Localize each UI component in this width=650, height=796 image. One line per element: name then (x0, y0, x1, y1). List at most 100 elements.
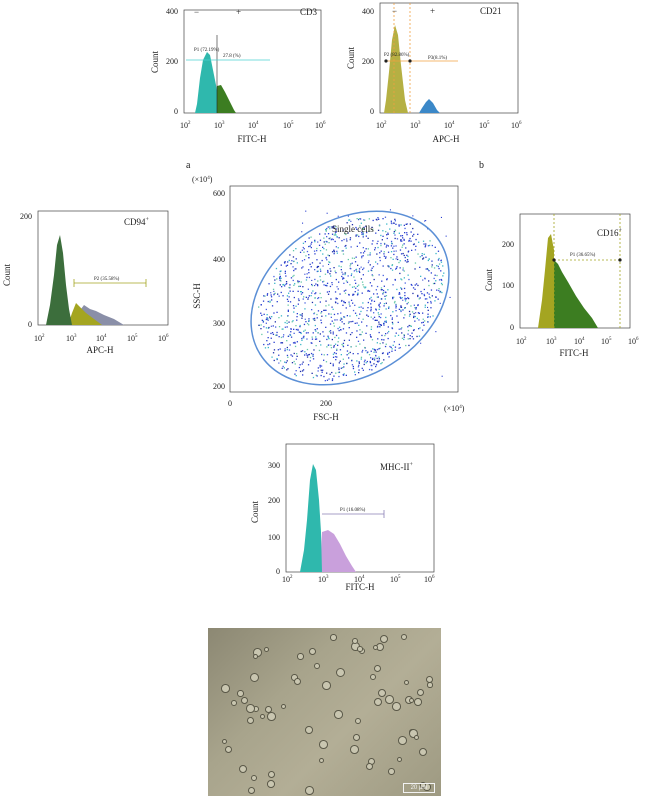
scatter-point (348, 352, 350, 355)
scatter-point (367, 315, 369, 317)
scatter-point (399, 267, 401, 269)
scatter-point (364, 250, 366, 252)
scatter-point (363, 267, 365, 269)
cell (305, 726, 313, 734)
scatter-point (322, 331, 324, 333)
scatter-point (391, 242, 393, 244)
scatter-point (401, 240, 403, 242)
scatter-point (378, 358, 380, 360)
scatter-point (366, 314, 368, 316)
scatter-point (314, 269, 316, 271)
scatter-point (275, 267, 278, 270)
scatter-point (403, 238, 405, 241)
scatter-point (362, 247, 364, 249)
scatter-point (431, 244, 433, 247)
scatter-point (375, 309, 377, 311)
scatter-point (279, 360, 282, 362)
scatter-point (397, 258, 399, 261)
scatter-point (319, 366, 321, 368)
xtick-1e3: 103 (66, 334, 77, 343)
scatter-point (340, 269, 342, 271)
scatter-point (440, 260, 442, 262)
scatter-point (314, 297, 316, 299)
scatter-point (294, 363, 296, 365)
scatter-point (430, 300, 432, 303)
scatter-point (320, 365, 323, 367)
scatter-point (367, 307, 369, 309)
scatter-point (333, 325, 335, 327)
scatter-point (326, 212, 328, 214)
scatter-point (309, 245, 311, 247)
scatter-point (344, 272, 346, 274)
scatter-point (408, 240, 410, 242)
scatter-point (317, 265, 320, 268)
scatter-point (399, 249, 402, 251)
marker-title: CD21 (480, 6, 502, 16)
scatter-point (301, 350, 304, 352)
scatter-point (273, 290, 275, 292)
cell (355, 718, 361, 724)
p1-positive-area (320, 530, 356, 572)
xtick-1e2: 102 (282, 575, 293, 584)
scatter-point (407, 255, 409, 258)
scatter-point (305, 332, 308, 334)
scatter-point (416, 335, 418, 338)
scatter-point (404, 298, 406, 300)
scatter-point (405, 223, 407, 225)
scatter-point (380, 289, 382, 291)
scatter-point (287, 309, 289, 311)
scatter-point (361, 257, 363, 259)
scatter-point (391, 264, 393, 267)
cell (404, 680, 410, 686)
scatter-point (334, 291, 337, 293)
scatter-point (405, 344, 407, 347)
scatter-point (372, 348, 374, 350)
scatter-point (335, 352, 337, 355)
scatter-point (329, 285, 332, 288)
scatter-point (330, 298, 332, 300)
scatter-point (442, 275, 444, 277)
scatter-point (262, 300, 265, 302)
scatter-point (260, 324, 262, 326)
scatter-point (439, 302, 441, 304)
scatter-point (402, 244, 404, 246)
scatter-point (329, 330, 332, 332)
scatter-point (331, 233, 334, 235)
scatter-point (329, 228, 331, 230)
cell (253, 654, 259, 660)
scatter-point (388, 351, 391, 354)
scatter-point (313, 319, 315, 321)
scatter-point (400, 235, 402, 237)
scatter-point (290, 336, 293, 338)
scatter-point (351, 332, 353, 334)
scatter-point (388, 307, 390, 309)
cell (397, 757, 403, 763)
scatter-point (296, 313, 298, 315)
scatter-point (320, 270, 322, 272)
scatter-point (293, 296, 295, 299)
scatter-point (331, 320, 333, 322)
scatter-point (361, 233, 363, 235)
scatter-point (384, 295, 386, 297)
scatter-point (306, 322, 309, 325)
scatter-point (289, 254, 291, 256)
scatter-point (373, 278, 375, 281)
scatter-point (357, 340, 360, 342)
cell (322, 681, 331, 690)
scatter-point (289, 333, 291, 336)
scatter-point (302, 361, 304, 363)
scatter-point (263, 295, 265, 297)
scatter-point (341, 367, 344, 369)
scatter-point (365, 362, 367, 364)
scatter-point (342, 328, 345, 330)
scatter-point (323, 354, 325, 356)
cell (309, 648, 316, 655)
scatter-point (270, 325, 272, 327)
x-axis-label: FITC-H (346, 582, 376, 592)
scatter-point (319, 262, 321, 264)
scatter-point (378, 314, 380, 316)
scatter-point (371, 274, 373, 276)
scatter-point (354, 312, 357, 314)
scatter-point (427, 316, 429, 318)
scatter-point (416, 317, 418, 320)
